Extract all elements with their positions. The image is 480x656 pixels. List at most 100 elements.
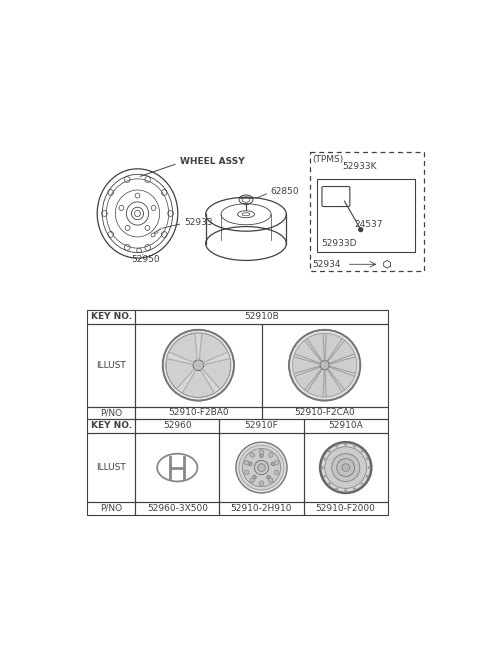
Circle shape xyxy=(258,464,265,472)
Circle shape xyxy=(323,476,325,478)
Polygon shape xyxy=(327,339,344,361)
Circle shape xyxy=(163,330,234,401)
Text: P/NO: P/NO xyxy=(100,504,122,513)
Circle shape xyxy=(236,442,287,493)
Circle shape xyxy=(252,476,256,479)
Circle shape xyxy=(361,483,363,485)
Circle shape xyxy=(359,228,362,232)
Circle shape xyxy=(244,470,249,475)
Circle shape xyxy=(267,476,270,479)
Polygon shape xyxy=(329,366,355,376)
Circle shape xyxy=(248,462,252,466)
Circle shape xyxy=(268,478,273,483)
Circle shape xyxy=(321,466,324,469)
Bar xyxy=(87,310,135,323)
Circle shape xyxy=(325,447,367,489)
Circle shape xyxy=(254,461,269,475)
Bar xyxy=(135,433,219,502)
Text: ILLUST: ILLUST xyxy=(96,361,126,370)
Circle shape xyxy=(366,457,369,460)
Circle shape xyxy=(320,442,372,493)
Text: 52960: 52960 xyxy=(163,422,192,430)
Circle shape xyxy=(268,453,273,457)
Circle shape xyxy=(336,488,338,491)
Polygon shape xyxy=(294,354,320,364)
Circle shape xyxy=(274,470,279,475)
Text: WHEEL ASSY: WHEEL ASSY xyxy=(180,157,245,167)
Circle shape xyxy=(366,476,369,478)
Text: 52910-F2000: 52910-F2000 xyxy=(316,504,376,513)
Circle shape xyxy=(353,445,356,447)
Circle shape xyxy=(259,449,264,454)
Polygon shape xyxy=(201,369,220,393)
Text: 52910-F2BA0: 52910-F2BA0 xyxy=(168,409,228,417)
Circle shape xyxy=(193,360,204,371)
Bar xyxy=(135,407,262,419)
Bar xyxy=(87,407,135,419)
Circle shape xyxy=(323,457,325,460)
Polygon shape xyxy=(195,333,202,359)
Polygon shape xyxy=(294,366,320,376)
Text: 52910F: 52910F xyxy=(245,422,278,430)
Polygon shape xyxy=(305,339,322,361)
Circle shape xyxy=(244,461,249,465)
Bar xyxy=(262,407,388,419)
Polygon shape xyxy=(323,370,326,396)
Bar xyxy=(304,433,388,502)
Text: P/NO: P/NO xyxy=(100,409,122,417)
Bar xyxy=(87,323,135,407)
Text: 52960-3X500: 52960-3X500 xyxy=(147,504,208,513)
Text: 52933D: 52933D xyxy=(321,239,357,248)
Text: KEY NO.: KEY NO. xyxy=(91,422,132,430)
Circle shape xyxy=(342,464,349,472)
Circle shape xyxy=(345,443,347,445)
Text: 52934: 52934 xyxy=(312,260,341,268)
Bar xyxy=(135,502,219,514)
Polygon shape xyxy=(305,369,322,391)
Text: (TPMS): (TPMS) xyxy=(312,155,344,164)
Circle shape xyxy=(260,454,264,457)
Text: 52933K: 52933K xyxy=(342,162,377,171)
Bar xyxy=(219,419,304,433)
Bar xyxy=(262,323,388,407)
Bar xyxy=(87,502,135,514)
Text: KEY NO.: KEY NO. xyxy=(91,312,132,321)
Circle shape xyxy=(293,333,357,397)
Circle shape xyxy=(239,445,284,490)
Circle shape xyxy=(166,333,231,398)
Circle shape xyxy=(320,361,329,370)
Circle shape xyxy=(259,481,264,485)
Text: 52910B: 52910B xyxy=(244,312,279,321)
Polygon shape xyxy=(327,369,344,391)
Text: 52910A: 52910A xyxy=(328,422,363,430)
Circle shape xyxy=(361,450,363,452)
Bar xyxy=(219,502,304,514)
Polygon shape xyxy=(329,354,355,364)
Polygon shape xyxy=(323,334,326,360)
Circle shape xyxy=(328,450,330,452)
Circle shape xyxy=(250,453,254,457)
Circle shape xyxy=(353,488,356,491)
Circle shape xyxy=(250,478,254,483)
Bar xyxy=(219,433,304,502)
Polygon shape xyxy=(177,369,196,393)
Polygon shape xyxy=(167,352,193,364)
Circle shape xyxy=(332,453,360,482)
Bar xyxy=(135,323,262,407)
Text: 24537: 24537 xyxy=(355,220,383,228)
Bar xyxy=(135,310,388,323)
Circle shape xyxy=(242,449,281,487)
Text: 62850: 62850 xyxy=(271,187,300,195)
Bar xyxy=(87,433,135,502)
Circle shape xyxy=(289,330,360,401)
Bar xyxy=(304,502,388,514)
Circle shape xyxy=(271,462,275,466)
Circle shape xyxy=(337,459,355,476)
Circle shape xyxy=(336,445,338,447)
Bar xyxy=(304,419,388,433)
Text: ILLUST: ILLUST xyxy=(96,463,126,472)
Text: 52910-F2CA0: 52910-F2CA0 xyxy=(294,409,355,417)
Text: 52950: 52950 xyxy=(131,255,159,264)
Polygon shape xyxy=(204,352,230,364)
Text: 52910-2H910: 52910-2H910 xyxy=(231,504,292,513)
